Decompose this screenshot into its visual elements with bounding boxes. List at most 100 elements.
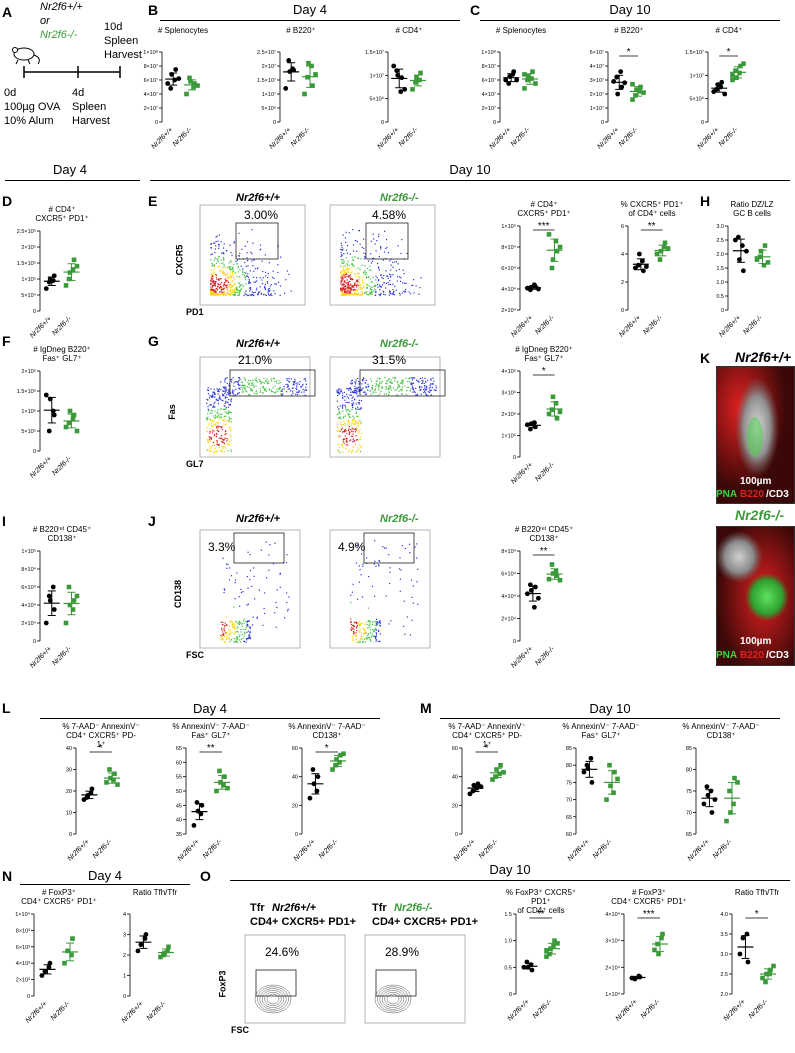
event-dot	[234, 632, 236, 634]
y-tick-label: 0	[455, 832, 458, 838]
event-dot	[384, 377, 386, 379]
y-tick-label: 8×10³	[16, 928, 30, 934]
event-dot	[389, 290, 391, 292]
x-tick-label: Nr2f6+/+	[507, 998, 531, 1022]
event-dot	[388, 623, 390, 625]
event-dot	[423, 391, 425, 394]
event-dot	[236, 291, 238, 294]
data-point	[637, 974, 643, 980]
panel-letter-n: N	[2, 868, 13, 884]
event-dot	[262, 381, 264, 383]
data-point	[553, 568, 559, 574]
event-dot	[213, 451, 215, 453]
event-dot	[375, 391, 377, 393]
event-dot	[292, 390, 294, 392]
event-dot	[216, 425, 218, 427]
event-dot	[210, 290, 212, 292]
event-dot	[221, 634, 223, 636]
event-dot	[221, 438, 223, 440]
section-line-n	[20, 884, 190, 885]
event-dot	[221, 445, 223, 448]
event-dot	[355, 294, 357, 296]
event-dot	[367, 294, 369, 296]
panel-letter-h: H	[700, 193, 711, 209]
event-dot	[229, 567, 231, 569]
event-dot	[348, 426, 350, 428]
event-dot	[206, 426, 208, 429]
event-dot	[355, 411, 358, 413]
data-point	[524, 591, 530, 597]
y-tick-label: 1.5×10⁷	[257, 77, 276, 84]
event-dot	[237, 631, 239, 633]
event-dot	[347, 413, 349, 415]
event-dot	[216, 277, 218, 279]
event-dot	[417, 381, 420, 383]
event-dot	[362, 287, 364, 289]
event-dot	[357, 279, 359, 282]
flow-o-y-label: FoxP3	[217, 970, 228, 998]
section-line-c	[480, 20, 780, 21]
event-dot	[232, 392, 234, 394]
event-dot	[375, 618, 378, 620]
event-dot	[258, 378, 260, 381]
event-dot	[411, 382, 413, 385]
event-dot	[229, 417, 231, 420]
event-dot	[224, 408, 226, 410]
event-dot	[221, 292, 223, 295]
event-dot	[344, 428, 346, 431]
event-dot	[224, 273, 227, 275]
event-dot	[353, 291, 356, 294]
event-dot	[266, 382, 269, 384]
event-dot	[340, 248, 342, 251]
event-dot	[226, 276, 228, 278]
event-dot	[222, 288, 224, 290]
panel-letter-b: B	[148, 2, 159, 18]
event-dot	[378, 629, 380, 631]
event-dot	[349, 288, 351, 290]
event-dot	[211, 279, 213, 281]
y-tick-label: 2×10⁷	[590, 91, 604, 98]
event-dot	[365, 271, 367, 274]
event-dot	[411, 383, 413, 386]
event-dot	[419, 378, 421, 380]
event-dot	[240, 265, 242, 267]
event-dot	[371, 286, 373, 289]
event-dot	[233, 625, 235, 627]
x-tick-label: Nr2f6-/-	[742, 314, 764, 336]
event-dot	[341, 406, 344, 408]
event-dot	[232, 280, 234, 282]
event-dot	[214, 410, 216, 412]
event-dot	[218, 446, 220, 448]
event-dot	[389, 276, 392, 278]
event-dot	[424, 392, 427, 394]
event-dot	[237, 392, 239, 394]
event-dot	[209, 438, 211, 440]
data-point	[173, 67, 179, 72]
event-dot	[363, 285, 365, 287]
event-dot	[354, 428, 356, 430]
y-tick-label: 6×10⁷	[482, 77, 496, 84]
event-dot	[260, 549, 262, 551]
event-dot	[409, 389, 412, 391]
data-point	[222, 774, 227, 779]
x-tick-label: Nr2f6-/-	[51, 455, 73, 477]
event-dot	[350, 621, 352, 623]
event-dot	[379, 294, 381, 297]
event-dot	[213, 396, 215, 398]
data-point	[763, 979, 768, 985]
y-tick-label: 70	[686, 811, 692, 817]
flow-o-wt-title-b: Nr2f6+/+	[272, 902, 317, 914]
event-dot	[364, 629, 366, 632]
data-point	[108, 775, 113, 781]
event-dot	[354, 440, 356, 442]
event-dot	[374, 243, 376, 245]
event-dot	[403, 385, 406, 387]
event-dot	[356, 544, 358, 547]
chart-title: % FoxP3⁺ CXCR5⁺ PD1⁺ of CD4⁺ cells	[505, 888, 577, 915]
data-point	[549, 265, 555, 271]
section-line-d	[5, 180, 140, 181]
event-dot	[353, 389, 355, 392]
data-point	[42, 969, 48, 974]
panel-letter-d: D	[2, 193, 13, 209]
